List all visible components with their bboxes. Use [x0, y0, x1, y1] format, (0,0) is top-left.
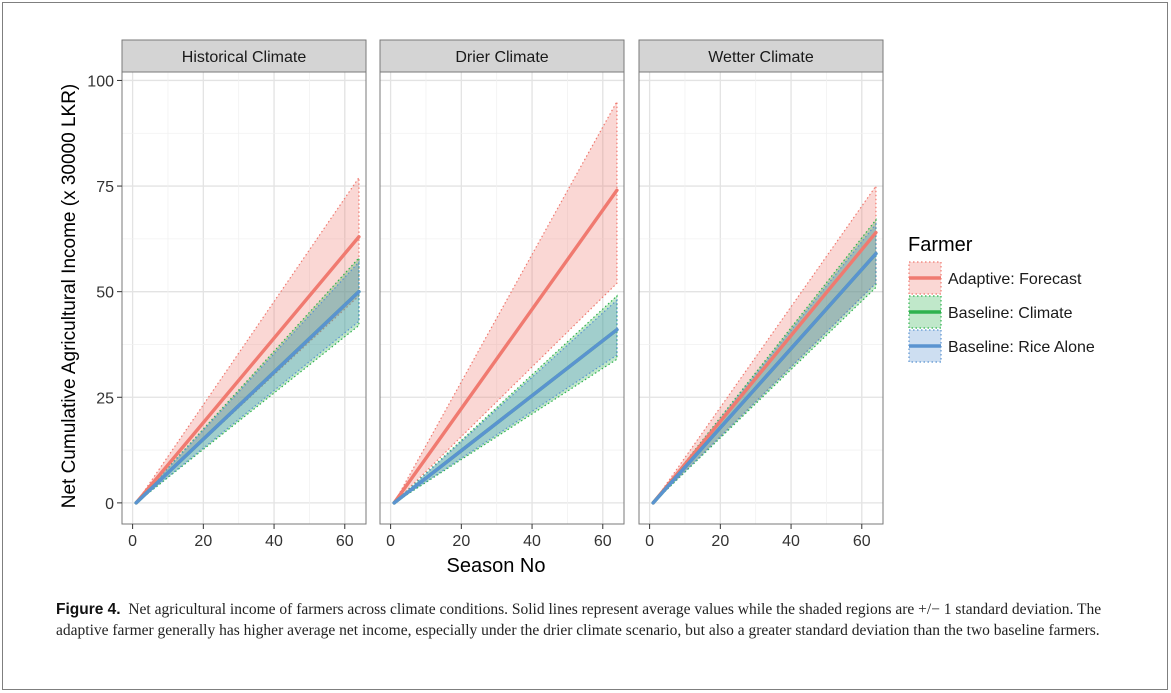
- y-tick-label: 75: [96, 179, 114, 196]
- x-tick-label: 40: [523, 533, 541, 550]
- panel-title: Wetter Climate: [708, 49, 814, 66]
- line-baseline-rice-alone: [651, 251, 878, 505]
- x-tick-label: 0: [128, 533, 137, 550]
- x-axis-ticks: 0 20 40 60: [386, 524, 612, 550]
- x-axis-label: Season No: [447, 555, 546, 577]
- y-tick-label: 25: [96, 390, 114, 407]
- panel-border: [379, 71, 625, 525]
- caption-text: Net agricultural income of farmers acros…: [56, 601, 1102, 639]
- x-axis-ticks: 0 20 40 60: [128, 524, 354, 550]
- panel-historical-climate: Historical Climate 0 20 40 60: [121, 39, 367, 550]
- line-baseline-rice-alone: [392, 327, 619, 505]
- legend-label: Adaptive: Forecast: [948, 271, 1082, 288]
- legend-item-baseline-rice-alone: Baseline: Rice Alone: [908, 329, 1095, 363]
- x-tick-label: 60: [594, 533, 612, 550]
- panel-wetter-climate: Wetter Climate 0 20 40 60: [638, 39, 884, 550]
- chart: Historical Climate 0 20 40 60 Drier Climate 0 2…: [59, 39, 1095, 577]
- legend-item-adaptive-forecast: Adaptive: Forecast: [908, 261, 1082, 295]
- ribbon-baseline-climate: [652, 218, 877, 504]
- panel-plot-area: [639, 72, 883, 524]
- x-tick-label: 0: [645, 533, 654, 550]
- panel-strip: [121, 39, 367, 73]
- line-baseline-rice-alone: [134, 289, 361, 505]
- ribbon-baseline-rice-alone: [393, 298, 618, 504]
- legend: Farmer Adaptive: Forecast Baseline: Clima…: [908, 234, 1095, 363]
- panel-strip: [379, 39, 625, 73]
- caption-label: Figure 4.: [56, 601, 121, 618]
- ribbon-baseline-rice-alone: [135, 260, 360, 504]
- ribbon-adaptive-forecast: [393, 99, 618, 504]
- y-tick-label: 50: [96, 285, 114, 302]
- ribbon-baseline-climate: [393, 294, 618, 504]
- line-adaptive-forecast: [134, 235, 361, 505]
- figure-caption: Figure 4. Net agricultural income of far…: [56, 599, 1146, 641]
- panel-plot-area: [380, 72, 624, 524]
- x-tick-label: 20: [194, 533, 212, 550]
- line-adaptive-forecast: [392, 188, 619, 505]
- panel-drier-climate: Drier Climate 0 20 40 60: [379, 39, 625, 550]
- x-tick-label: 20: [452, 533, 470, 550]
- x-tick-label: 20: [711, 533, 729, 550]
- panel-title: Historical Climate: [182, 49, 307, 66]
- panel-title: Drier Climate: [455, 49, 548, 66]
- x-tick-label: 40: [265, 533, 283, 550]
- y-tick-label: 0: [105, 496, 114, 513]
- panel-border: [638, 71, 884, 525]
- x-tick-label: 60: [336, 533, 354, 550]
- gridlines: [122, 72, 366, 524]
- x-tick-label: 40: [782, 533, 800, 550]
- legend-label: Baseline: Climate: [948, 305, 1073, 322]
- x-tick-label: 0: [386, 533, 395, 550]
- panel-border: [121, 71, 367, 525]
- x-axis-ticks: 0 20 40 60: [645, 524, 871, 550]
- y-axis-label: Net Cumulative Agricultural Income (x 30…: [59, 84, 80, 509]
- legend-item-baseline-climate: Baseline: Climate: [908, 295, 1073, 329]
- line-adaptive-forecast: [651, 230, 878, 505]
- panel-plot-area: [122, 72, 366, 524]
- panel-strip: [638, 39, 884, 73]
- y-tick-label: 100: [87, 73, 114, 90]
- legend-title: Farmer: [908, 234, 973, 256]
- legend-label: Baseline: Rice Alone: [948, 339, 1095, 356]
- x-tick-label: 60: [853, 533, 871, 550]
